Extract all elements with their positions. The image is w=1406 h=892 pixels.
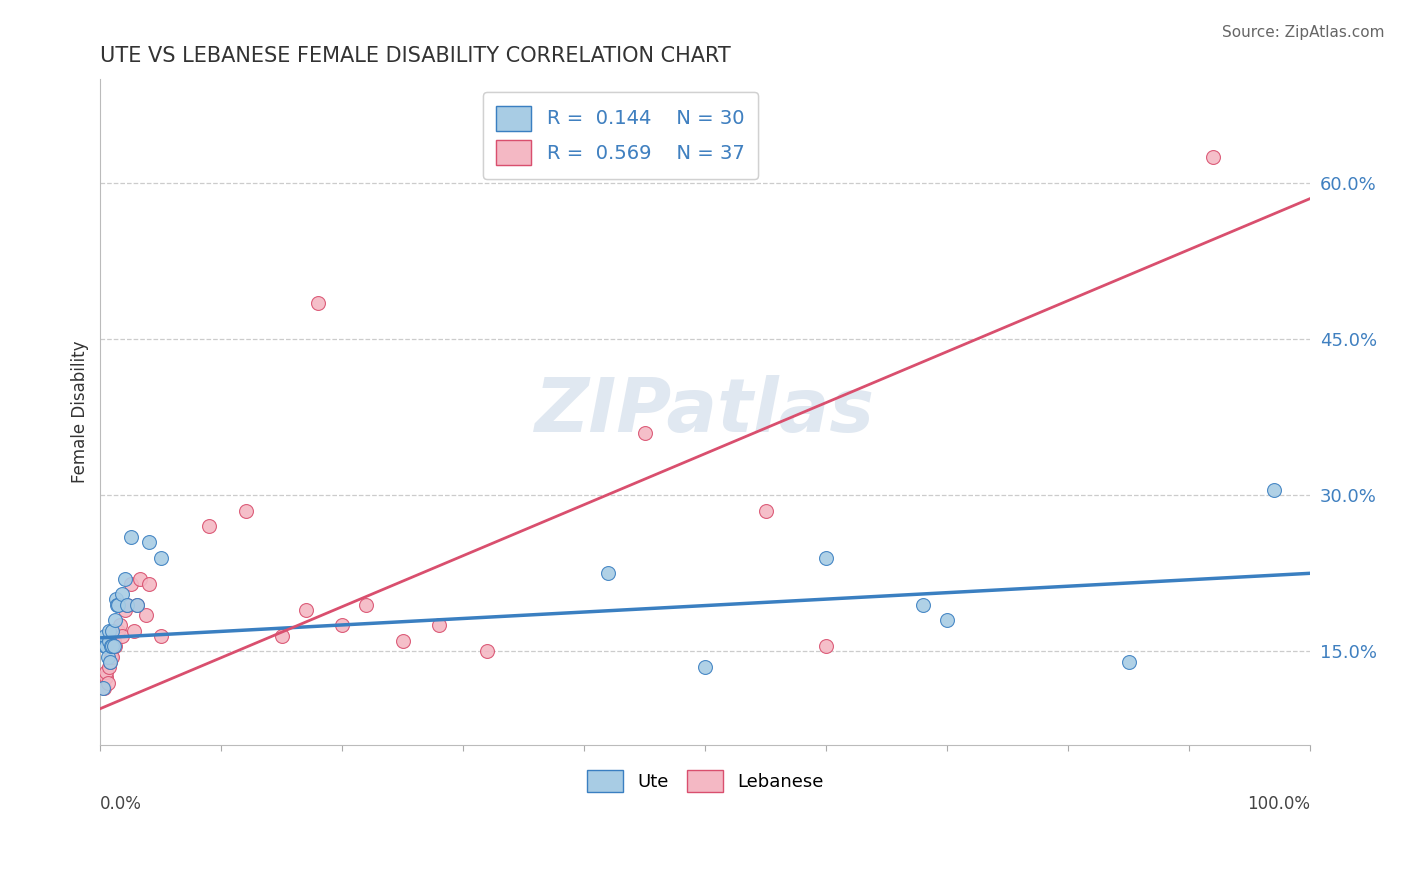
Text: 0.0%: 0.0% bbox=[100, 795, 142, 813]
Point bbox=[96, 670, 118, 684]
Point bbox=[138, 576, 160, 591]
Point bbox=[97, 634, 120, 648]
Point bbox=[103, 639, 125, 653]
Text: Source: ZipAtlas.com: Source: ZipAtlas.com bbox=[1222, 25, 1385, 40]
Point bbox=[114, 603, 136, 617]
Point bbox=[98, 655, 121, 669]
Point bbox=[107, 598, 129, 612]
Point bbox=[129, 572, 152, 586]
Point bbox=[125, 598, 148, 612]
Point bbox=[91, 681, 114, 695]
Point bbox=[936, 613, 959, 627]
Point bbox=[138, 535, 160, 549]
Point bbox=[815, 550, 838, 565]
Text: ZIPatlas: ZIPatlas bbox=[536, 376, 875, 449]
Point bbox=[391, 634, 413, 648]
Point bbox=[94, 639, 117, 653]
Point bbox=[94, 629, 117, 643]
Point bbox=[105, 592, 128, 607]
Point bbox=[97, 624, 120, 638]
Y-axis label: Female Disability: Female Disability bbox=[72, 341, 89, 483]
Point bbox=[103, 634, 125, 648]
Point bbox=[634, 425, 657, 440]
Point bbox=[307, 295, 329, 310]
Point bbox=[125, 598, 148, 612]
Point bbox=[111, 587, 134, 601]
Point bbox=[97, 660, 120, 674]
Point bbox=[120, 576, 142, 591]
Point bbox=[100, 639, 122, 653]
Point bbox=[235, 504, 257, 518]
Text: UTE VS LEBANESE FEMALE DISABILITY CORRELATION CHART: UTE VS LEBANESE FEMALE DISABILITY CORREL… bbox=[100, 46, 731, 66]
Point bbox=[815, 639, 838, 653]
Point bbox=[115, 598, 138, 612]
Point bbox=[101, 639, 124, 653]
Point bbox=[149, 550, 172, 565]
Legend: R =  0.144    N = 30, R =  0.569    N = 37: R = 0.144 N = 30, R = 0.569 N = 37 bbox=[482, 92, 758, 179]
Point bbox=[270, 629, 292, 643]
Point bbox=[108, 618, 131, 632]
Point bbox=[120, 530, 142, 544]
Point bbox=[97, 649, 120, 664]
Point bbox=[114, 572, 136, 586]
Point bbox=[105, 624, 128, 638]
Point bbox=[96, 665, 118, 680]
Point bbox=[111, 629, 134, 643]
Point bbox=[101, 624, 124, 638]
Point bbox=[198, 519, 221, 533]
Point bbox=[356, 598, 378, 612]
Text: 100.0%: 100.0% bbox=[1247, 795, 1310, 813]
Point bbox=[104, 639, 127, 653]
Point bbox=[93, 681, 115, 695]
Point bbox=[330, 618, 353, 632]
Point bbox=[1202, 150, 1225, 164]
Point bbox=[695, 660, 717, 674]
Point bbox=[427, 618, 450, 632]
Point bbox=[97, 675, 120, 690]
Point bbox=[96, 639, 118, 653]
Point bbox=[101, 649, 124, 664]
Point bbox=[98, 655, 121, 669]
Point bbox=[122, 624, 145, 638]
Point bbox=[101, 639, 124, 653]
Point bbox=[149, 629, 172, 643]
Point bbox=[94, 670, 117, 684]
Point bbox=[755, 504, 778, 518]
Point bbox=[477, 644, 499, 658]
Point bbox=[135, 607, 157, 622]
Point bbox=[104, 613, 127, 627]
Point bbox=[105, 598, 128, 612]
Point bbox=[1263, 483, 1285, 497]
Point bbox=[107, 624, 129, 638]
Point bbox=[911, 598, 934, 612]
Point bbox=[100, 649, 122, 664]
Point bbox=[115, 598, 138, 612]
Point bbox=[598, 566, 620, 581]
Point bbox=[295, 603, 318, 617]
Point bbox=[1118, 655, 1140, 669]
